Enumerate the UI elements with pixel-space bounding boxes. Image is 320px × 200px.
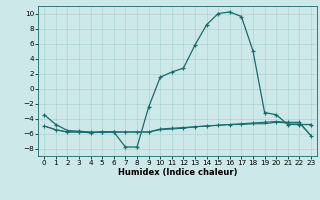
X-axis label: Humidex (Indice chaleur): Humidex (Indice chaleur): [118, 168, 237, 177]
